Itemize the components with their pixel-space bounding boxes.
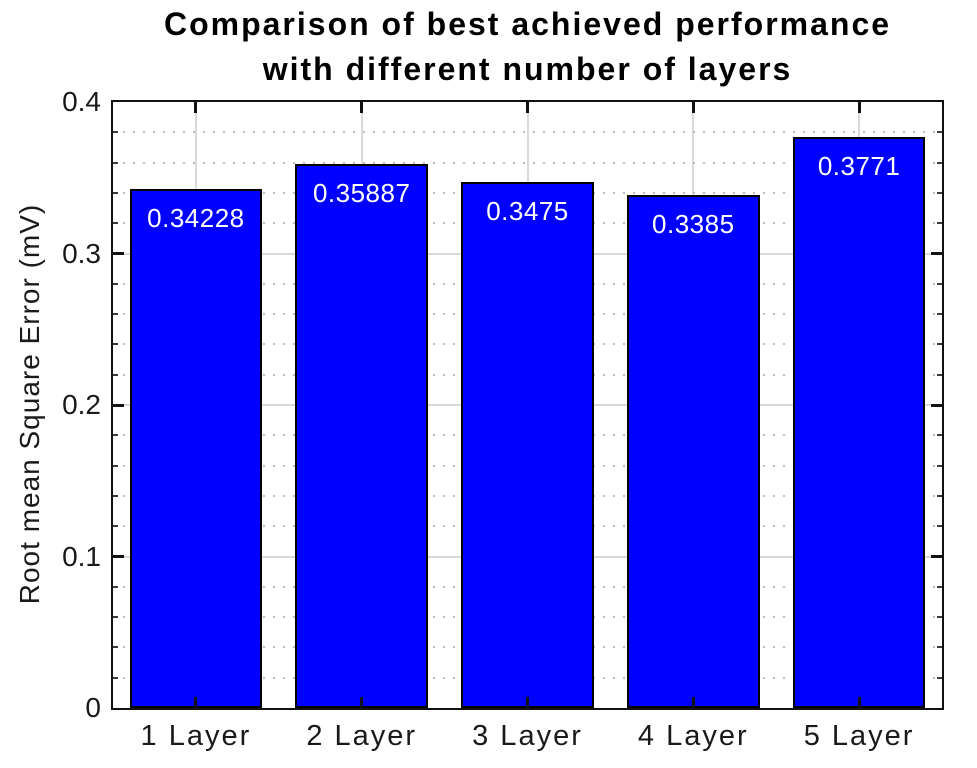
y-minor-tick-right — [937, 313, 942, 316]
x-tick-top — [526, 102, 529, 113]
y-minor-tick-right — [937, 222, 942, 225]
x-tick-label: 4 Layer — [637, 720, 749, 752]
y-tick-left — [113, 403, 124, 407]
y-tick-right — [931, 403, 942, 407]
y-minor-tick-left — [113, 131, 118, 134]
y-minor-tick-right — [937, 161, 942, 164]
y-minor-tick-right — [937, 676, 942, 679]
x-tick-bottom — [360, 697, 364, 708]
y-minor-tick-right — [937, 282, 942, 285]
bar: 0.35887 — [295, 164, 428, 708]
y-minor-tick-left — [113, 585, 118, 588]
plot-area: 0.34228 0.35887 0.3475 0.3385 0.3771 0 0.1 0.2 0… — [62, 86, 944, 752]
x-tick-bottom — [691, 697, 695, 708]
x-tick-label: 3 Layer — [472, 720, 583, 752]
y-minor-tick-left — [113, 676, 118, 679]
y-minor-tick-left — [113, 464, 118, 467]
y-minor-tick-left — [113, 222, 118, 225]
bar: 0.3771 — [792, 136, 926, 708]
minor-gridline — [113, 131, 942, 134]
y-minor-tick-left — [113, 373, 118, 376]
x-tick-label: 2 Layer — [306, 720, 418, 752]
y-minor-tick-left — [113, 525, 118, 528]
y-tick-right — [931, 252, 942, 255]
bar-value-label: 0.35887 — [312, 178, 411, 209]
x-tick-label: 5 Layer — [803, 720, 915, 752]
y-tick-right — [931, 555, 942, 558]
x-tick-bottom — [194, 697, 198, 708]
x-tick-bottom — [526, 697, 529, 708]
y-minor-tick-left — [113, 282, 118, 285]
y-tick-label: 0.3 — [62, 237, 101, 269]
y-minor-tick-right — [937, 646, 942, 649]
y-minor-tick-left — [113, 191, 118, 194]
plot-inner: 0.34228 0.35887 0.3475 0.3385 0.3771 0 0.1 0.2 0… — [62, 86, 942, 752]
y-minor-tick-right — [937, 131, 942, 134]
x-tick-bottom — [857, 697, 861, 708]
y-tick-left — [113, 252, 124, 255]
bar-value-label: 0.3475 — [486, 195, 569, 226]
y-tick-label: 0.4 — [62, 86, 101, 117]
y-minor-tick-right — [937, 525, 942, 528]
x-tick-top — [691, 102, 695, 113]
y-tick-label: 0.1 — [62, 540, 101, 572]
y-tick-left — [113, 555, 124, 558]
minor-gridline — [113, 161, 942, 164]
y-minor-tick-right — [937, 373, 942, 376]
y-minor-tick-left — [113, 434, 118, 437]
y-minor-tick-left — [113, 616, 118, 619]
bar-value-label: 0.3771 — [817, 150, 901, 181]
y-minor-tick-left — [113, 313, 118, 316]
y-minor-tick-right — [937, 494, 942, 497]
chart-title-line-1: Comparison of best achieved performance — [163, 6, 892, 42]
y-minor-tick-right — [937, 616, 942, 619]
bar-value-label: 0.3385 — [652, 209, 735, 240]
chart-title-line-2: with different number of layers — [262, 51, 793, 87]
x-tick-label: 1 Layer — [140, 720, 252, 752]
y-tick-label: 0 — [85, 692, 101, 723]
y-minor-tick-right — [937, 464, 942, 467]
bar-value-label: 0.34228 — [147, 203, 245, 234]
y-minor-tick-left — [113, 343, 118, 346]
y-minor-tick-left — [113, 646, 118, 649]
x-tick-top — [194, 102, 198, 113]
bar: 0.3385 — [626, 195, 760, 708]
y-minor-tick-right — [937, 343, 942, 346]
x-tick-top — [857, 102, 861, 113]
y-minor-tick-left — [113, 161, 118, 164]
y-minor-tick-right — [937, 585, 942, 588]
y-minor-tick-left — [113, 494, 118, 497]
y-tick-label: 0.2 — [62, 389, 101, 420]
bar: 0.3475 — [461, 181, 594, 708]
x-tick-top — [360, 102, 364, 113]
bar: 0.34228 — [129, 189, 263, 708]
y-minor-tick-right — [937, 434, 942, 437]
chart-title: Comparison of best achieved performance … — [111, 2, 944, 92]
y-minor-tick-right — [937, 191, 942, 194]
